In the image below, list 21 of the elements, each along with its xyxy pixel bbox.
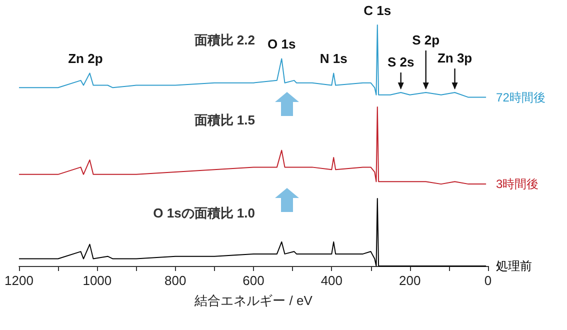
annotation: Zn 3p <box>437 50 472 66</box>
series-label: 処理前 <box>496 259 532 273</box>
annotation: Zn 2p <box>68 51 103 66</box>
x-tick-label: 600 <box>242 273 264 288</box>
x-tick-label: 1200 <box>4 273 34 288</box>
annotation: O 1s <box>268 36 296 52</box>
annotation: 面積比 2.2 <box>193 32 255 48</box>
series-label: 3時間後 <box>496 177 539 192</box>
annotation: S 2p <box>412 32 440 48</box>
annotation: S 2s <box>387 54 414 70</box>
x-tick-label: 800 <box>164 273 186 288</box>
series-label: 72時間後 <box>496 90 546 104</box>
x-tick-label: 1000 <box>82 273 112 288</box>
annotation: 面積比 1.5 <box>193 112 255 128</box>
annotation: C 1s <box>364 3 392 18</box>
x-tick-label: 0 <box>484 273 492 288</box>
annotation: N 1s <box>320 51 348 66</box>
x-axis-title: 結合エネルギー / eV <box>194 293 313 308</box>
x-tick-label: 200 <box>398 273 421 288</box>
x-tick-label: 400 <box>320 273 343 288</box>
annotation: O 1sの面積比 1.0 <box>153 206 255 220</box>
